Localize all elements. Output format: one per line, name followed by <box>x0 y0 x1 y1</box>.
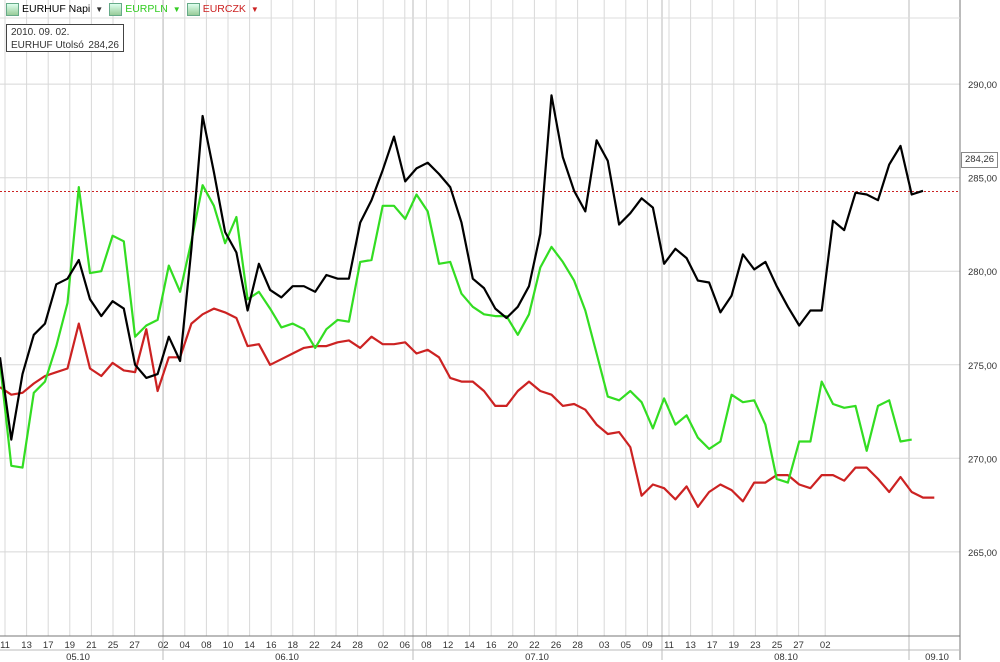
x-tick-label: 25 <box>108 640 119 651</box>
info-date: 2010. 09. 02. <box>11 27 70 38</box>
y-tick-label: 285,00 <box>968 174 997 185</box>
x-tick-label: 09 <box>642 640 653 651</box>
x-tick-label: 12 <box>443 640 454 651</box>
x-tick-label: 02 <box>378 640 389 651</box>
x-tick-label: 16 <box>486 640 497 651</box>
dropdown-caret-icon[interactable]: ▼ <box>95 4 104 14</box>
info-box: 2010. 09. 02. EURHUF Utolsó 284,26 <box>6 24 124 52</box>
x-tick-label: 13 <box>685 640 696 651</box>
y-tick-label: 290,00 <box>968 80 997 91</box>
x-tick-label: 17 <box>43 640 54 651</box>
legend-item-eurpln[interactable]: EURPLN ▼ <box>109 2 181 16</box>
x-tick-label: 08 <box>201 640 212 651</box>
info-value: 284,26 <box>88 40 119 51</box>
series-line-eurczk <box>0 307 935 508</box>
x-tick-label: 02 <box>820 640 831 651</box>
instrument-icon <box>186 2 200 16</box>
x-tick-label: 24 <box>331 640 342 651</box>
y-tick-label: 270,00 <box>968 454 997 465</box>
x-tick-label: 11 <box>0 640 10 651</box>
x-tick-label: 11 <box>664 640 674 651</box>
x-tick-label: 27 <box>793 640 804 651</box>
month-label: 08.10 <box>774 652 798 662</box>
legend-label-eurpln: EURPLN <box>125 3 168 15</box>
series-line-eurpln <box>0 184 912 484</box>
month-label: 07.10 <box>525 652 549 662</box>
x-tick-label: 08 <box>421 640 432 651</box>
info-label: EURHUF Utolsó <box>11 40 84 51</box>
instrument-icon <box>109 2 123 16</box>
x-tick-label: 19 <box>65 640 76 651</box>
x-tick-label: 28 <box>352 640 363 651</box>
x-tick-label: 20 <box>508 640 519 651</box>
y-tick-label: 280,00 <box>968 267 997 278</box>
info-row: EURHUF Utolsó 284,26 <box>11 39 119 52</box>
dropdown-caret-icon[interactable]: ▼ <box>250 4 259 14</box>
month-label: 09.10 <box>925 652 949 662</box>
x-tick-label: 10 <box>223 640 234 651</box>
month-label: 06.10 <box>275 652 299 662</box>
plot-area <box>0 0 960 636</box>
legend-item-eurhuf[interactable]: EURHUF Napi ▼ <box>6 2 104 16</box>
x-tick-label: 22 <box>529 640 540 651</box>
x-tick-label: 14 <box>244 640 255 651</box>
legend-label-eurhuf: EURHUF Napi <box>22 3 91 15</box>
dropdown-caret-icon[interactable]: ▼ <box>172 4 181 14</box>
y-tick-label: 265,00 <box>968 548 997 559</box>
x-tick-label: 14 <box>464 640 475 651</box>
x-tick-label: 04 <box>180 640 191 651</box>
x-tick-label: 03 <box>599 640 610 651</box>
month-label: 05.10 <box>66 652 90 662</box>
x-tick-label: 05 <box>621 640 632 651</box>
instrument-icon <box>6 2 19 16</box>
x-tick-label: 13 <box>21 640 32 651</box>
x-tick-label: 22 <box>309 640 320 651</box>
last-value-badge: 284,26 <box>961 152 998 168</box>
x-tick-label: 27 <box>129 640 140 651</box>
legend-bar: EURHUF Napi ▼ EURPLN ▼ EURCZK ▼ <box>0 0 966 18</box>
x-tick-label: 28 <box>572 640 583 651</box>
x-tick-label: 26 <box>551 640 562 651</box>
x-tick-label: 17 <box>707 640 718 651</box>
x-tick-label: 16 <box>266 640 277 651</box>
x-tick-label: 23 <box>750 640 761 651</box>
x-tick-label: 25 <box>772 640 783 651</box>
legend-item-eurczk[interactable]: EURCZK ▼ <box>186 2 259 16</box>
x-tick-label: 19 <box>729 640 740 651</box>
x-tick-label: 21 <box>86 640 97 651</box>
x-tick-label: 18 <box>288 640 299 651</box>
series-line-eurhuf <box>0 94 924 441</box>
y-tick-label: 275,00 <box>968 361 997 372</box>
x-tick-label: 06 <box>400 640 411 651</box>
legend-label-eurczk: EURCZK <box>202 3 246 15</box>
